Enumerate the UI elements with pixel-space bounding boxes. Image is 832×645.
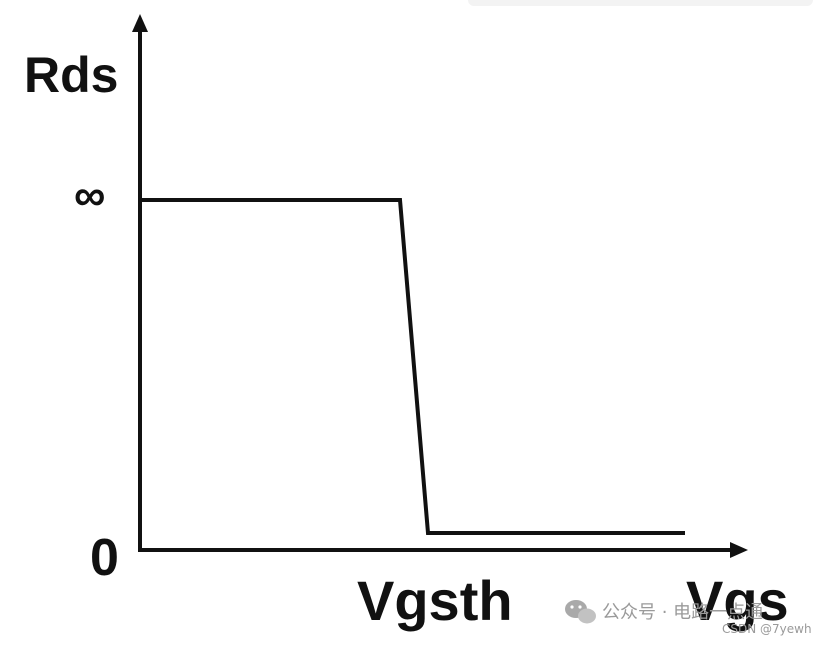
x-axis-label: Vgs: [686, 569, 789, 632]
x-axis-arrow: [730, 542, 748, 558]
csdn-watermark-text: CSDN @7yewh: [722, 622, 812, 636]
wechat-watermark-text: 公众号 · 电路一点通: [602, 602, 763, 623]
x-threshold-label: Vgsth: [357, 569, 513, 632]
y-origin-label: 0: [90, 529, 119, 587]
y-infinity-label: ∞: [74, 171, 105, 220]
y-axis-arrow: [132, 14, 148, 32]
y-axis-label: Rds: [24, 47, 118, 103]
rds-curve: [140, 198, 685, 535]
wechat-watermark: 公众号 · 电路一点通: [565, 600, 763, 624]
top-overlay-bar: [468, 0, 813, 6]
wechat-icon: [565, 600, 596, 624]
